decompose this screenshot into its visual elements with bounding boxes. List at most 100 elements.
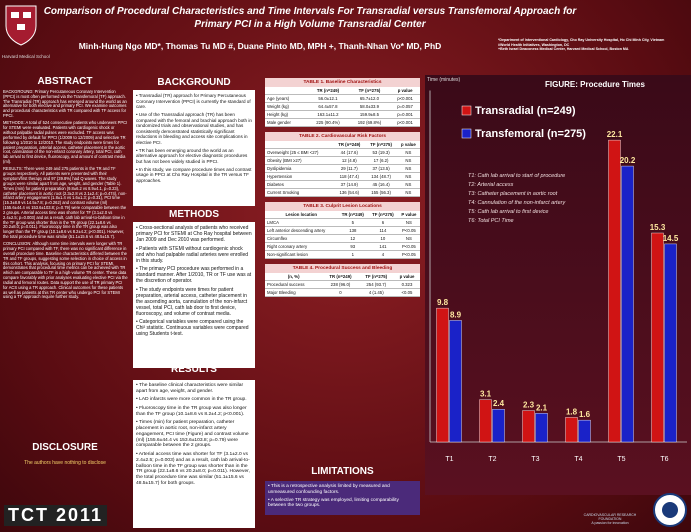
header-cell: TR (n=249)	[333, 141, 366, 149]
paragraph: BACKGROUND: Primary Percutaneous Coronar…	[3, 89, 127, 119]
cell: 1	[337, 250, 368, 259]
affiliations: *Department of Interventional Cardiology…	[498, 38, 688, 52]
cell: 118 (47.4)	[333, 172, 366, 181]
cell: <0.05	[393, 288, 420, 297]
bar	[535, 413, 548, 443]
x-tick-label: T4	[574, 456, 582, 463]
definition: T2: Arterial access	[468, 182, 514, 188]
paragraph: • TR has been emerging around the world …	[136, 147, 248, 164]
row: Age (years) 56.0±12.1 65.7±12.0 p<0.001	[265, 94, 420, 103]
tables: TABLE 1. Baseline Characteristics TR (n=2…	[265, 78, 420, 302]
row: Weight (kg) 64.4±57.8 58.0±33.9 p=0.057	[265, 102, 420, 111]
paragraph: • The study endpoints were times for pat…	[136, 286, 248, 317]
bar	[479, 399, 492, 443]
cell: 58.0±33.9	[348, 102, 391, 111]
event-logo: TCT 2011	[4, 505, 108, 526]
cell: Left anterior descending artery	[265, 226, 338, 235]
abstract-text: BACKGROUND: Primary Percutaneous Coronar…	[3, 89, 128, 303]
row: Dyslipidemia 29 (11.7) 37 (13.5) NS	[265, 164, 420, 173]
cell: 37 (14.9)	[333, 180, 366, 189]
row: Current Smoking 136 (54.6) 155 (56.3) NS	[265, 188, 420, 197]
y-axis-label: Time (minutes)	[427, 77, 460, 83]
row: Diabetes 37 (14.9) 45 (16.4) NS	[265, 180, 420, 189]
x-tick-label: T3	[531, 456, 539, 463]
header-cell: TR (n=249)	[322, 273, 359, 281]
methods-box: • Cross-sectional analysis of patients w…	[133, 222, 255, 368]
row: Obesity (BMI ≥27) 12 (4.8) 17 (6.2) NS	[265, 156, 420, 165]
bar	[522, 410, 535, 443]
header-cell: TF (n=275)	[358, 273, 394, 281]
cell: Height (kg)	[265, 110, 308, 119]
cell: NS	[396, 156, 420, 165]
paragraph: • Categorical variables were compared us…	[136, 319, 249, 337]
bar	[449, 320, 462, 443]
bar-value-label: 2.1	[536, 403, 548, 412]
legend-swatch	[461, 128, 472, 139]
cell: NS	[396, 164, 420, 173]
paragraph: • Times (min) for patient preparation, c…	[136, 419, 249, 449]
header-row: (n, %) TR (n=249) TF (n=275) p value	[265, 273, 420, 281]
affiliation: +Beth Israel Deaconess Medical Center, H…	[498, 47, 629, 52]
cell: P<0.05	[397, 250, 420, 259]
bar-value-label: 1.8	[566, 407, 578, 416]
cell: NS	[396, 180, 420, 189]
cell: 5	[337, 218, 368, 227]
bar	[565, 417, 578, 443]
header-cell: TF (n=275)	[365, 141, 397, 149]
row: Hypertension 118 (47.4) 134 (48.7) NS	[265, 172, 420, 181]
cell: 44 (17.6)	[333, 148, 366, 157]
paragraph: • Cross-sectional analysis of patients w…	[136, 225, 252, 243]
row: Male gender 225 (90.4%) 192 (69.8%) p<0.001	[265, 118, 420, 127]
x-tick-label: T5	[617, 456, 625, 463]
header-cell: Lesion location	[265, 211, 338, 219]
section-heading: METHODS	[169, 209, 219, 220]
table-title: TABLE 1. Baseline Characteristics	[265, 78, 420, 87]
cell: Weight (kg)	[265, 102, 308, 111]
section-heading: LIMITATIONS	[311, 466, 374, 477]
cell: 192 (69.8%)	[348, 118, 391, 127]
cell: Non-significant lesion	[265, 250, 338, 259]
bar-value-label: 8.9	[450, 310, 462, 319]
paragraph: • Patients with STEMI without cardiogeni…	[136, 245, 249, 264]
cell: 138	[337, 226, 368, 235]
bar-value-label: 3.1	[480, 390, 492, 399]
row: Major Bleeding 0 4 (1.45) <0.05	[265, 288, 420, 297]
cell: 29 (11.7)	[333, 164, 366, 173]
legend-label: Transradial (n=249)	[475, 105, 576, 117]
paragraph: • Arterial access time was shorter for T…	[136, 451, 250, 487]
bar-value-label: 2.4	[493, 399, 505, 408]
row: Right coronary artery 93 141 P<0.05	[265, 242, 420, 251]
disclosure-text: The authors have nothing to disclose	[24, 460, 106, 466]
cell: p<0.001	[390, 118, 420, 127]
cell: p=0.057	[390, 102, 420, 111]
seal-logo	[653, 493, 687, 527]
table-box: TABLE 1. Baseline Characteristics TR (n=2…	[265, 78, 420, 127]
cell: 64.4±57.8	[307, 102, 349, 111]
header-cell: TR (n=249)	[307, 87, 349, 95]
affiliation: #World Health Initiatives, Washington, D…	[498, 42, 570, 47]
row: Height (kg) 163.1±11.2 159.9±8.5 p=0.001	[265, 110, 420, 119]
section-heading: ABSTRACT	[37, 76, 93, 87]
cell: NS	[396, 188, 420, 197]
x-tick-label: T6	[660, 456, 668, 463]
table-box: TABLE 4. Procedural Success and Bleeding…	[265, 264, 420, 297]
authors: Minh-Hung Ngo MD*, Thomas Tu MD #, Duane…	[78, 41, 442, 51]
cell: NS	[396, 172, 420, 181]
row: Procedural success 238 (96.0) 254 (93.7) 0.…	[265, 280, 420, 289]
cell: Male gender	[265, 118, 308, 127]
cell: 6	[368, 218, 398, 227]
cell: LMCA	[265, 218, 338, 227]
bar	[664, 243, 677, 443]
sponsor-name: CARDIOVASCULAR RESEARCH FOUNDATION	[583, 513, 637, 521]
table: TR (n=249) TF (n=275) p value Age (years) 56…	[265, 87, 420, 127]
cell: Dyslipidemia	[265, 164, 334, 173]
bar	[608, 139, 621, 443]
row: Circumflex 12 10 NS	[265, 234, 420, 243]
cell: Circumflex	[265, 234, 338, 243]
cell: 4	[368, 250, 398, 259]
table-box: TABLE 3. Culprit Lesion Locations Lesion …	[265, 202, 420, 259]
cell: Obesity (BMI ≥27)	[265, 156, 334, 165]
bar-value-label: 22.1	[607, 130, 623, 139]
paragraph: • Transradial (TR) approach for Primary …	[136, 93, 251, 109]
